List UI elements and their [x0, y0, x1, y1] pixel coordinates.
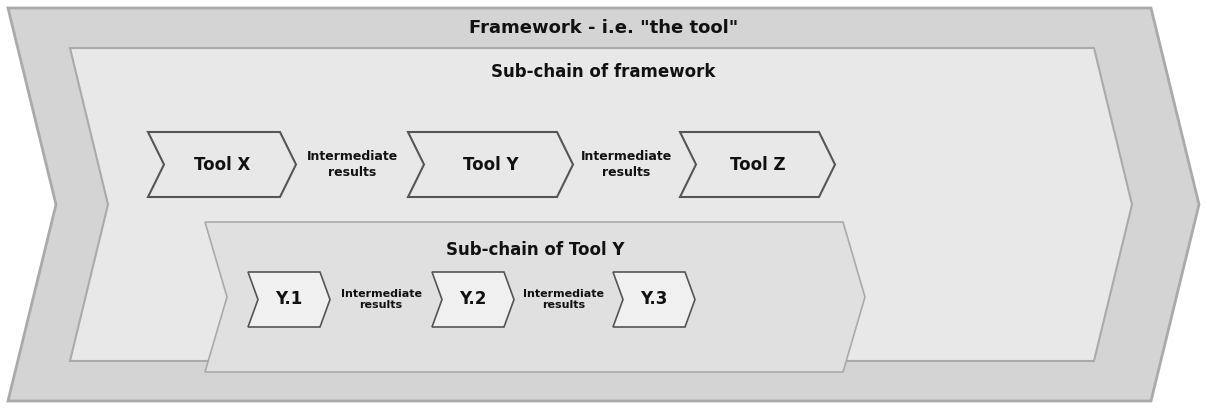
Text: Framework - i.e. "the tool": Framework - i.e. "the tool" — [468, 19, 739, 37]
Text: Sub-chain of framework: Sub-chain of framework — [491, 63, 716, 81]
Text: Y.3: Y.3 — [640, 290, 667, 308]
Text: Sub-chain of Tool Y: Sub-chain of Tool Y — [445, 241, 624, 259]
Text: Y.2: Y.2 — [460, 290, 486, 308]
Polygon shape — [70, 48, 1132, 361]
Text: Tool Y: Tool Y — [462, 155, 518, 173]
Text: Intermediate
results: Intermediate results — [581, 151, 672, 178]
Polygon shape — [8, 8, 1199, 401]
Text: Intermediate
results: Intermediate results — [523, 289, 604, 310]
Polygon shape — [408, 132, 573, 197]
Polygon shape — [432, 272, 514, 327]
Polygon shape — [247, 272, 330, 327]
Text: Intermediate
results: Intermediate results — [340, 289, 421, 310]
Text: Y.1: Y.1 — [275, 290, 303, 308]
Polygon shape — [205, 222, 865, 372]
Polygon shape — [613, 272, 695, 327]
Text: Tool Z: Tool Z — [730, 155, 786, 173]
Text: Intermediate
results: Intermediate results — [307, 151, 397, 178]
Polygon shape — [680, 132, 835, 197]
Text: Tool X: Tool X — [194, 155, 250, 173]
Polygon shape — [148, 132, 296, 197]
